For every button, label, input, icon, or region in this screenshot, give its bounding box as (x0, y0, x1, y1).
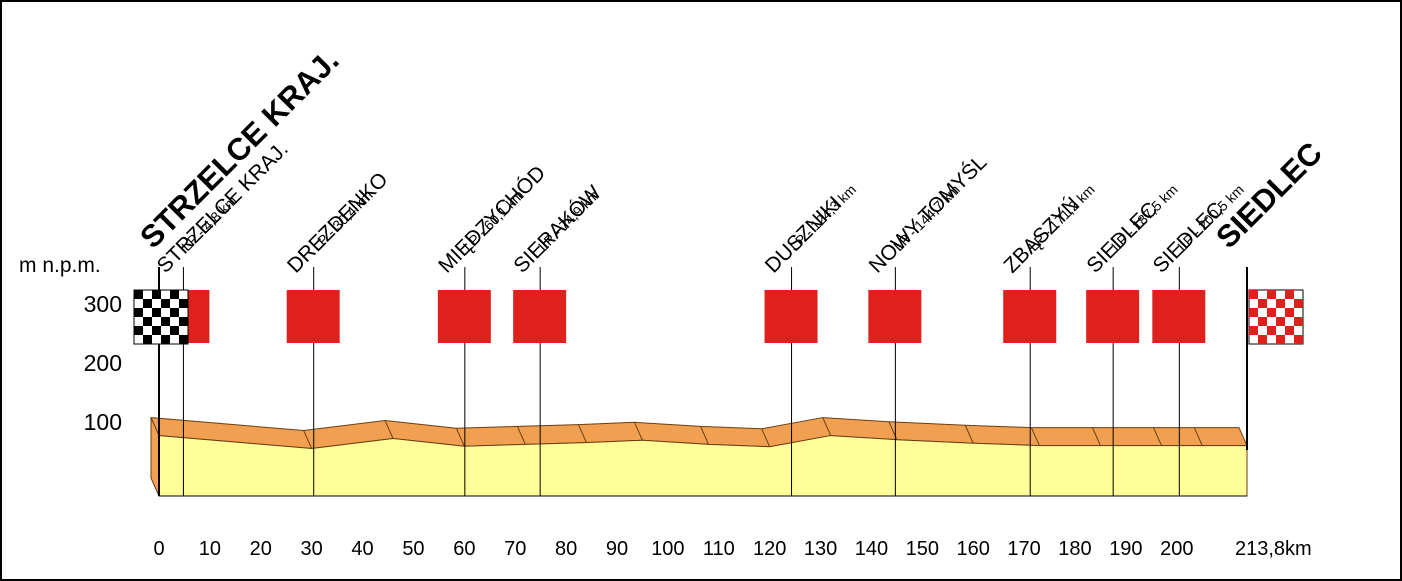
checkpoint-detail: LP - 124,3 km (786, 181, 859, 254)
flag-square (161, 299, 170, 308)
flag-square (1294, 299, 1303, 308)
flag-square (179, 317, 188, 326)
terrain-edge (822, 417, 832, 436)
x-tick-label: 20 (250, 538, 272, 560)
flag-square (152, 290, 161, 299)
y-tick-label: 300 (84, 291, 122, 317)
terrain-edge (1153, 427, 1162, 446)
flag-square (134, 308, 143, 317)
x-tick-label: 180 (1058, 538, 1091, 560)
x-tick-label: 150 (906, 538, 939, 560)
flag-square (1267, 290, 1276, 299)
flag-square (170, 308, 179, 317)
checkpoint-detail: LP - 74,9 km (535, 187, 602, 254)
flag-square (1285, 326, 1294, 335)
flag-square (152, 308, 161, 317)
flag-square (1249, 308, 1258, 317)
x-tick-label: 120 (753, 538, 786, 560)
terrain-edge (578, 424, 587, 443)
terrain-edge (964, 425, 974, 444)
flag-square (1258, 335, 1267, 344)
checkpoint-marker (1152, 290, 1206, 343)
y-tick-label: 200 (84, 350, 122, 376)
flag-square (1285, 290, 1294, 299)
terrain-front-face (158, 435, 1248, 497)
x-tick-label: 170 (1007, 538, 1040, 560)
x-tick-label: 160 (957, 538, 990, 560)
x-tick-label: 60 (453, 538, 475, 560)
x-tick-label: 80 (555, 538, 577, 560)
x-tick-label: 10 (199, 538, 221, 560)
checkpoint-marker (764, 290, 818, 343)
flag-square (170, 290, 179, 299)
terrain-edge (516, 426, 526, 445)
x-tick-label: 100 (651, 538, 684, 560)
terrain-edge (761, 428, 771, 447)
checkpoint-detail: LP - 144,7 km (890, 181, 963, 254)
flag-square (1294, 317, 1303, 326)
flag-square (1258, 299, 1267, 308)
y-tick-label: 100 (84, 409, 122, 435)
flag-square (179, 299, 188, 308)
flag-square (170, 326, 179, 335)
flag-square (152, 326, 161, 335)
x-tick-label: 40 (351, 538, 373, 560)
terrain-edge (1030, 427, 1040, 446)
flag-square (134, 326, 143, 335)
flag-square (1294, 335, 1303, 344)
x-tick-label: 213,8km (1235, 538, 1312, 560)
flag-square (1258, 317, 1267, 326)
flag-square (1267, 308, 1276, 317)
flag-square (1249, 290, 1258, 299)
flag-square (161, 317, 170, 326)
flag-square (1276, 317, 1285, 326)
checkpoint-marker (437, 290, 491, 343)
terrain-edge (1193, 427, 1203, 446)
start-flag (133, 289, 189, 345)
x-tick-label: 0 (153, 538, 164, 560)
x-tick-label: 110 (703, 538, 735, 560)
flag-square (134, 290, 143, 299)
x-tick-label: 50 (402, 538, 424, 560)
terrain-edge (700, 426, 710, 445)
flag-square (161, 335, 170, 344)
flag-square (143, 299, 152, 308)
y-axis-label: m n.p.m. (19, 254, 101, 277)
start-title: STRZELCE KRAJ. (133, 43, 345, 255)
x-tick-label: 90 (606, 538, 628, 560)
terrain-edge (633, 422, 643, 441)
checkpoint-detail: LP - 171,2 km (1025, 181, 1098, 254)
checkpoint-marker (1003, 290, 1057, 343)
terrain-edge (303, 430, 313, 449)
x-tick-label: 200 (1160, 538, 1193, 560)
checkpoint-detail: LP - 60,1 km (460, 187, 527, 254)
flag-square (1267, 326, 1276, 335)
finish-flag (1248, 289, 1304, 345)
x-tick-label: 140 (855, 538, 888, 560)
checkpoint-marker (1086, 290, 1140, 343)
flag-square (1276, 335, 1285, 344)
terrain-edge (384, 420, 394, 439)
checkpoint-marker (513, 290, 567, 343)
checkpoint-marker (868, 290, 922, 343)
terrain-edge (455, 427, 465, 447)
flag-square (143, 317, 152, 326)
checkpoint-detail: LP - 30,4 km (309, 187, 376, 254)
flag-square (1285, 308, 1294, 317)
flag-square (143, 335, 152, 344)
checkpoint-marker (286, 290, 340, 343)
flag-square (1249, 326, 1258, 335)
terrain-edge (1091, 427, 1101, 446)
flag-square (1276, 299, 1285, 308)
x-tick-label: 130 (804, 538, 837, 560)
flag-square (179, 335, 188, 344)
x-tick-label: 190 (1109, 538, 1142, 560)
x-tick-label: 70 (504, 538, 526, 560)
x-tick-label: 30 (301, 538, 323, 560)
